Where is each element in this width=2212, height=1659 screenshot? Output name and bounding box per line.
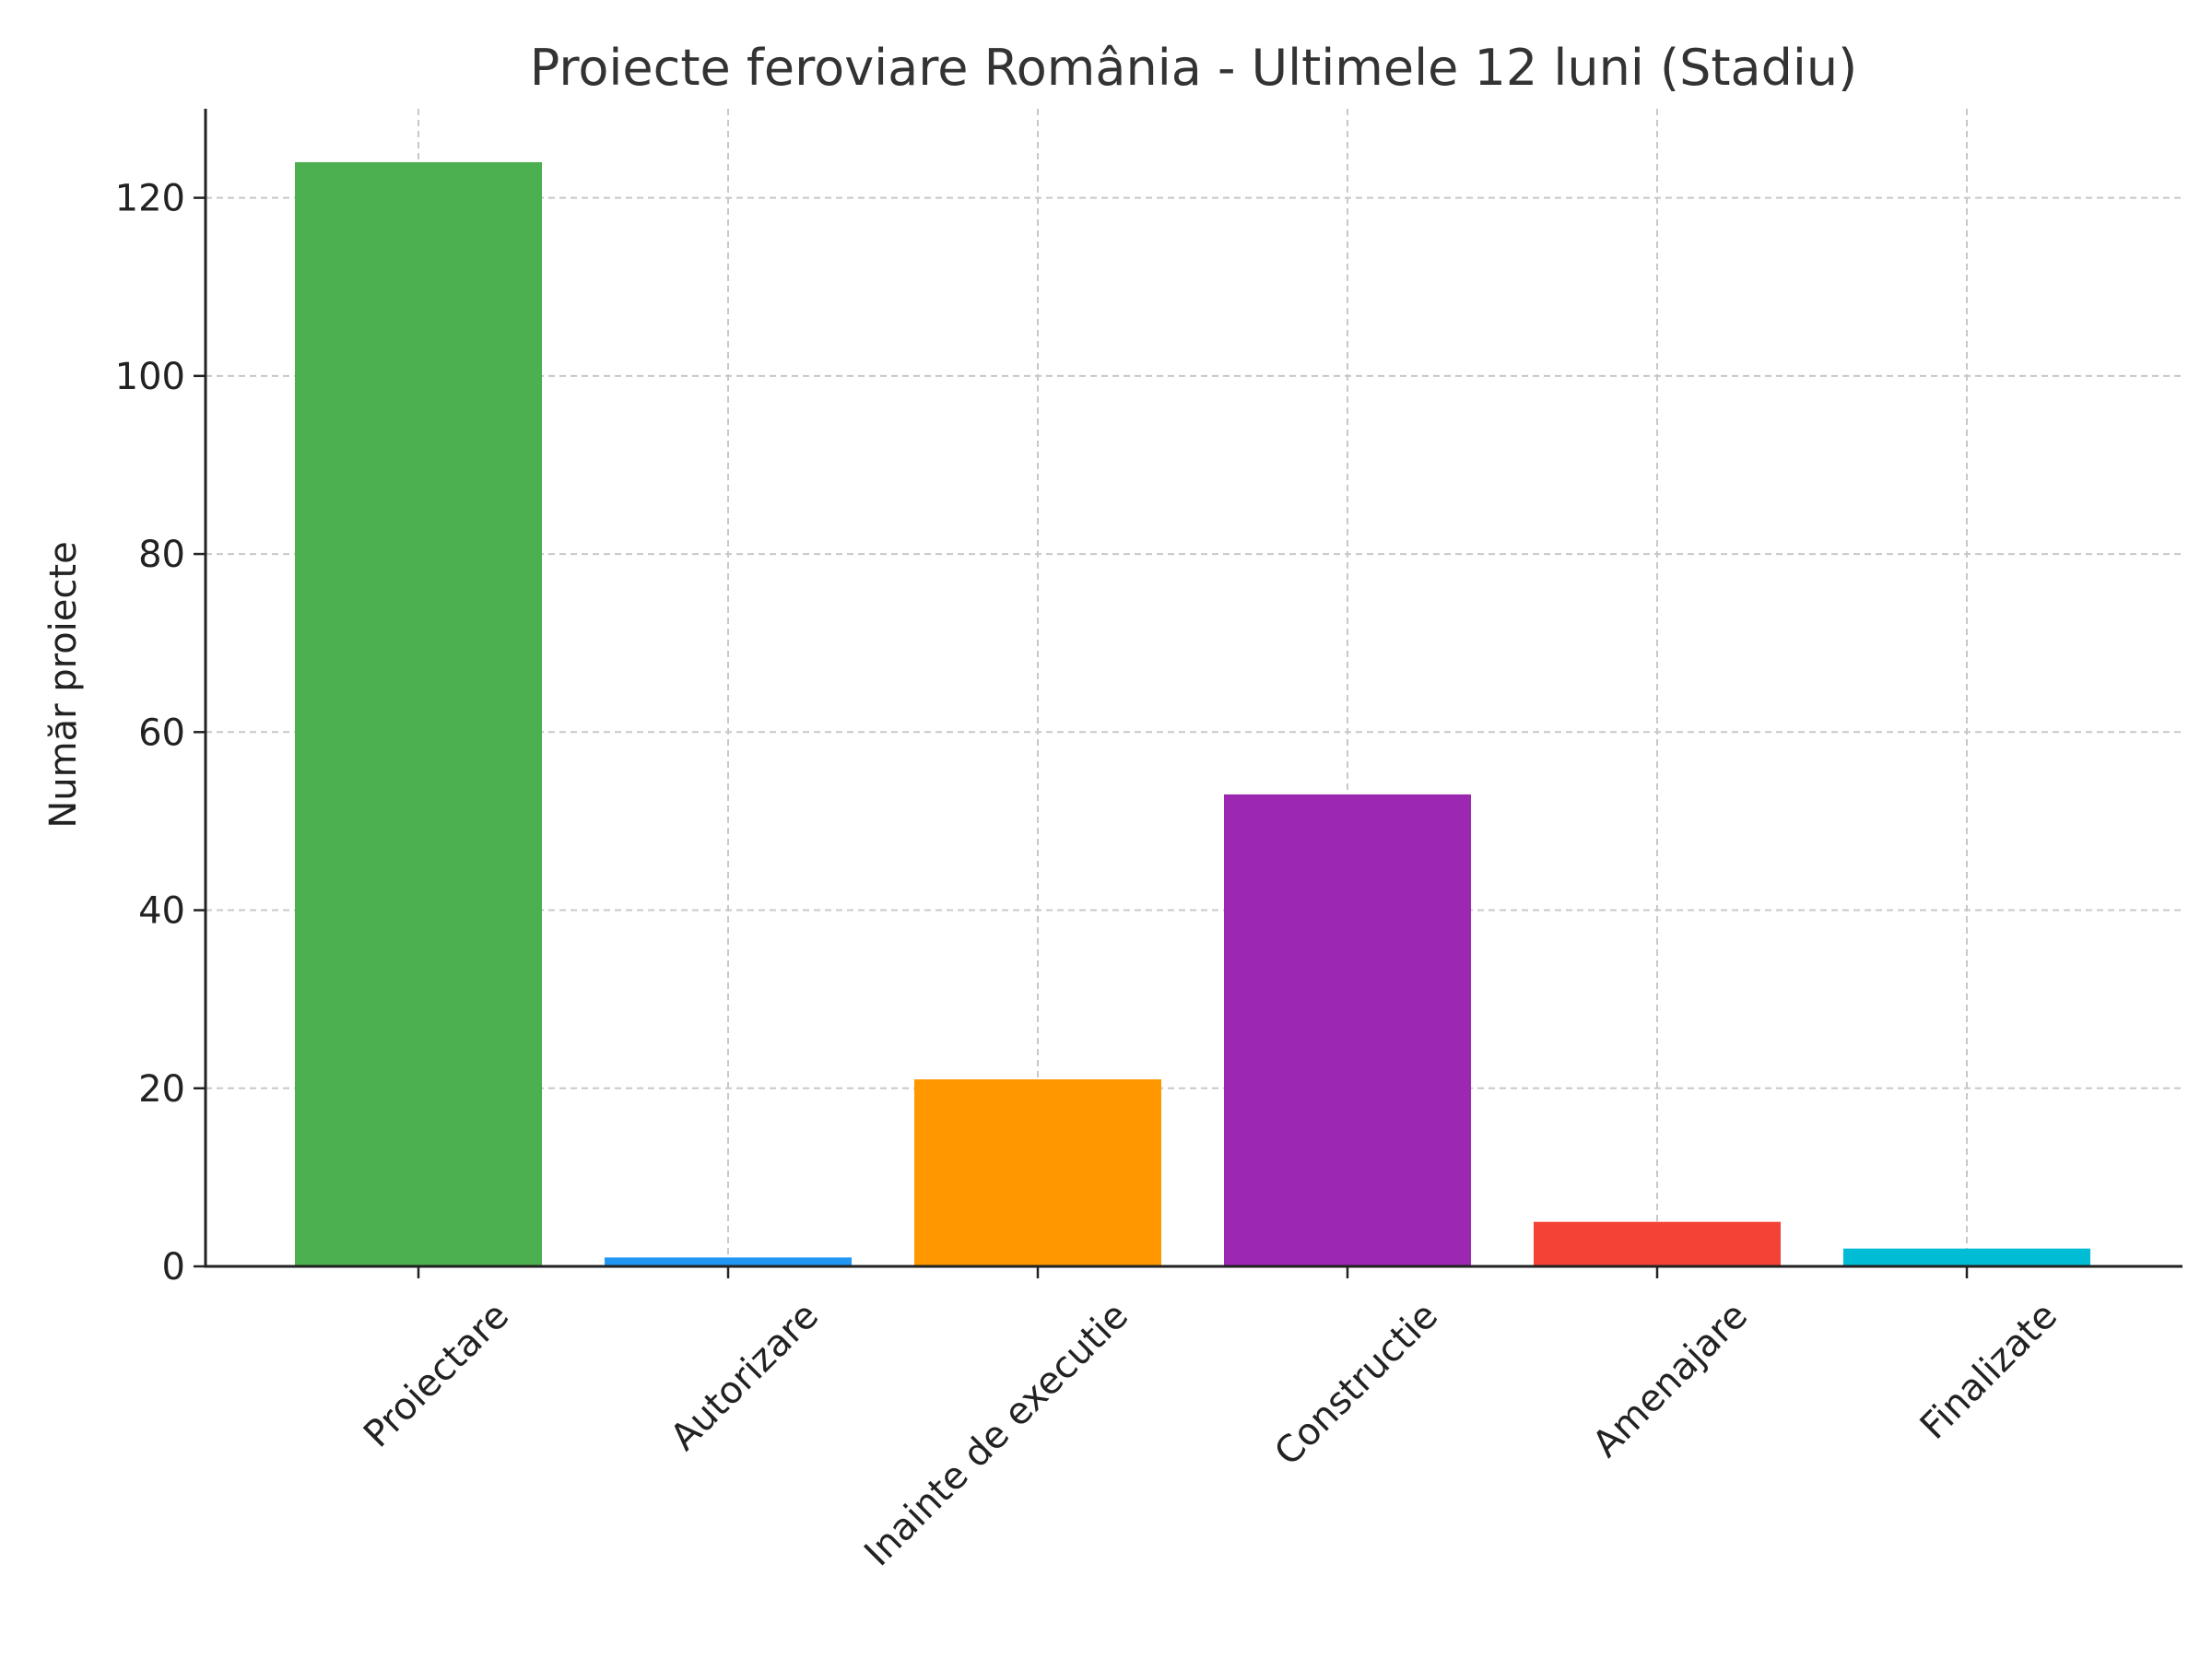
y-tick-label: 100 [115, 356, 185, 398]
bar-amenajare [1534, 1221, 1781, 1266]
x-tick-label: Amenajare [1584, 1295, 1756, 1466]
x-tick-label: Finalizate [1912, 1295, 2065, 1448]
bar-proiectare [295, 161, 542, 1266]
bars [295, 161, 2090, 1266]
x-axis-ticks: Proiectare Autorizare Inainte de executie C… [356, 1266, 2065, 1574]
chart-title: Proiecte feroviare România - Ultimele 12… [530, 39, 1857, 97]
bar-autorizare [605, 1257, 852, 1266]
bar-constructie [1224, 794, 1471, 1266]
y-tick-label: 80 [138, 534, 185, 576]
bar-inainte-de-executie [914, 1079, 1161, 1266]
x-tick-label: Inainte de executie [856, 1295, 1136, 1575]
bar-finalizate [1843, 1248, 2090, 1266]
y-tick-label: 20 [138, 1068, 185, 1111]
y-tick-label: 120 [115, 178, 185, 220]
x-tick-label: Autorizare [663, 1295, 827, 1459]
y-axis-ticks: 0 20 40 60 80 100 120 [115, 178, 206, 1288]
y-tick-label: 60 [138, 712, 185, 754]
axes [204, 109, 2183, 1268]
y-tick-label: 40 [138, 890, 185, 933]
x-tick-label: Proiectare [356, 1295, 517, 1456]
y-axis-label: Număr proiecte [42, 541, 85, 828]
y-tick-label: 0 [162, 1246, 185, 1288]
x-tick-label: Constructie [1266, 1295, 1446, 1475]
